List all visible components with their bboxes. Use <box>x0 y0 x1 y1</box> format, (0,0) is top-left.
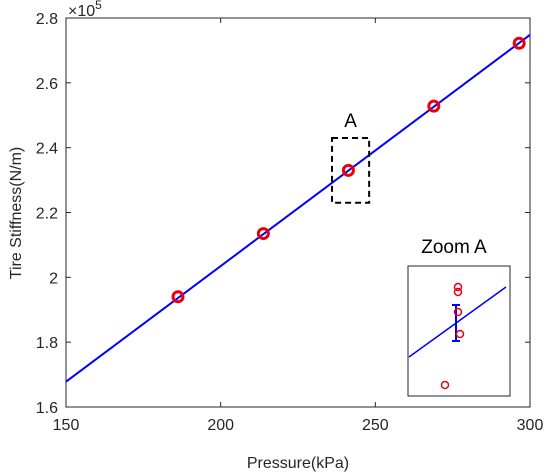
zoom-inset-fit-line <box>408 286 507 358</box>
y-tick-label: 2 <box>49 270 58 287</box>
data-point <box>171 290 185 304</box>
zoom-inset-title: Zoom A <box>421 237 487 258</box>
data-point <box>427 99 441 113</box>
y-tick-label: 1.6 <box>36 400 58 417</box>
y-tick-label: 2.8 <box>36 11 58 28</box>
fit-line-layer <box>65 34 531 383</box>
y-tick-label: 2.6 <box>36 76 58 93</box>
zoom-inset-point <box>453 307 463 317</box>
y-multiplier: ×105 <box>68 0 102 20</box>
y-tick-label: 1.8 <box>36 335 58 352</box>
zoom-inset-point <box>440 380 450 390</box>
x-tick-label: 250 <box>362 417 389 434</box>
x-tick-label: 300 <box>517 417 544 434</box>
y-tick-label: 2.2 <box>36 206 58 223</box>
zoom-inset-point <box>455 329 465 339</box>
data-point <box>341 163 355 177</box>
y-ticks: 1.6 1.8 2 2.2 2.4 2.6 2.8 <box>36 11 530 417</box>
x-ticks: 150 200 250 300 <box>53 18 544 434</box>
x-tick-label: 150 <box>53 417 80 434</box>
data-points-layer <box>171 36 526 304</box>
x-axis-label: Pressure(kPa) <box>247 455 349 472</box>
fit-line <box>65 34 531 383</box>
zoom-inset-point <box>453 282 463 292</box>
y-tick-label: 2.4 <box>36 141 58 158</box>
zoom-inset: Zoom A <box>407 237 511 397</box>
x-tick-label: 200 <box>207 417 234 434</box>
region-a-box <box>331 136 371 204</box>
data-point <box>512 36 526 50</box>
zoom-inset-point <box>453 287 463 297</box>
region-a-label: A <box>344 111 357 132</box>
y-axis-label: Tire Stiffness(N/m) <box>8 147 25 279</box>
data-point <box>256 227 270 241</box>
y-multiplier-exponent: 5 <box>95 0 102 12</box>
